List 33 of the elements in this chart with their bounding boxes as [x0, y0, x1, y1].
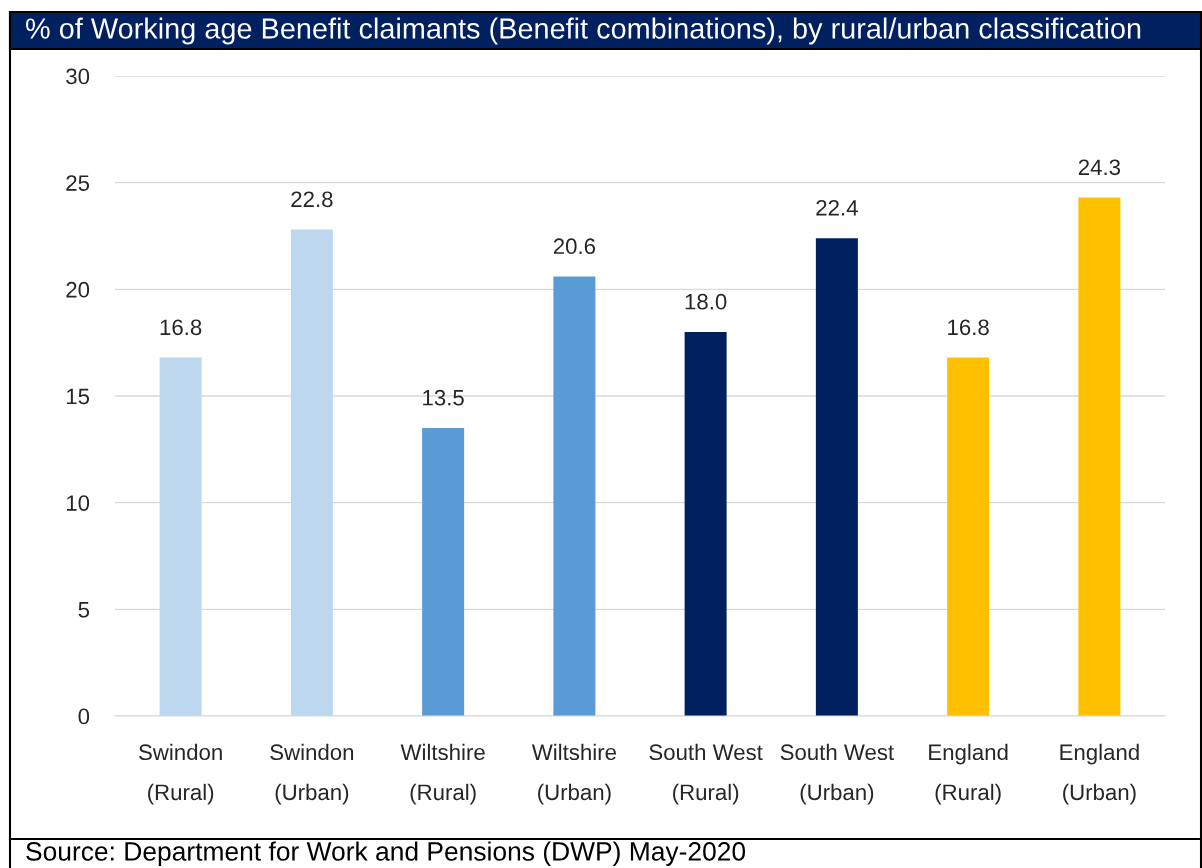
x-tick-label: England (Urban) [1060, 743, 1139, 805]
x-tick-label: England (Rural) [929, 743, 1008, 805]
bar [947, 357, 990, 716]
data-label: 16.8 [948, 319, 989, 336]
y-tick-label: 20 [66, 281, 90, 298]
bar [422, 428, 465, 716]
bar [159, 357, 202, 716]
x-tick-label: South West (Rural) [649, 743, 763, 805]
x-tick-label: Swindon (Rural) [139, 743, 222, 805]
data-label: 18.0 [685, 293, 727, 310]
x-tick-label: South West (Urban) [780, 743, 894, 805]
y-tick-label: 5 [78, 602, 90, 618]
data-label: 22.4 [816, 199, 858, 216]
bar [290, 229, 333, 716]
y-tick-label: 15 [66, 388, 90, 405]
y-tick-label: 10 [66, 495, 90, 511]
x-tick-label: Swindon (Urban) [270, 743, 354, 805]
x-tick-label: Wiltshire (Urban) [531, 743, 616, 805]
data-label: 22.8 [291, 191, 333, 208]
y-tick-label: 30 [66, 68, 90, 85]
data-label: 24.3 [1078, 159, 1121, 176]
data-label: 16.8 [160, 319, 202, 336]
bar [553, 276, 596, 716]
y-tick-label: 0 [78, 708, 90, 725]
y-tick-label: 25 [66, 175, 90, 191]
source-note: Source: Department for Work and Pensions (DWP) May-2020 [26, 841, 746, 866]
bar [684, 332, 727, 716]
chart-title: % of Working age Benefit claimants (Benefit combinations), by rural/urban classification [26, 17, 1141, 45]
bar [1078, 197, 1121, 716]
data-label: 13.5 [423, 389, 464, 406]
x-tick-label: Wiltshire (Rural) [400, 743, 485, 805]
data-label: 20.6 [553, 238, 596, 255]
bar [815, 238, 858, 716]
